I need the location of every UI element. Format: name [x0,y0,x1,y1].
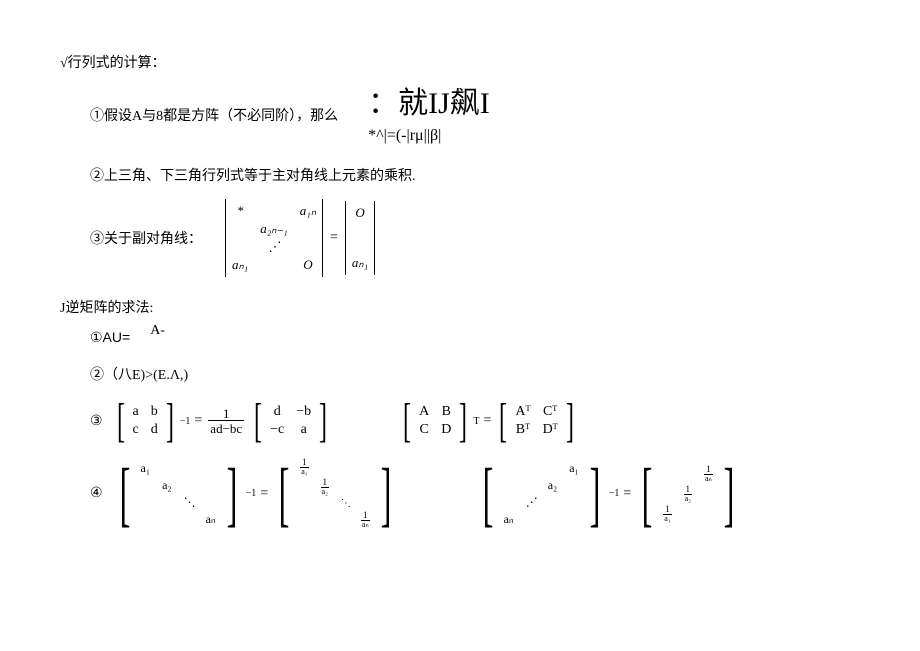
j1-label: ①AU= [90,329,130,346]
j4-diag-right: [ 1a₁ 1a₂ ⋱ 1aₙ ] [272,456,397,531]
heading-determinant: √行列式的计算： [60,52,860,72]
dots-icon: ⋰ [232,239,316,255]
circled-3: ③ [90,413,103,430]
item1-small: *^|=(-|rμ||β| [368,127,490,145]
item3-label: ③关于副对角线： [90,228,202,248]
j3-mat1: [ ab cd ] −1 [113,402,191,440]
j4-anti-right: [ 1aₙ 1a₂ 1a₁ ] [635,463,740,525]
item1-label: ①假设A与8都是方阵（不必同阶），那么 [90,105,338,125]
j1-sup: A- [150,323,165,339]
item2: ②上三角、下三角行列式等于主对角线上元素的乘积. [90,165,860,185]
j4-anti-left: [ a₁ a₂ ⋰ aₙ ] −1 [476,459,620,529]
det-mid: a₂ₙ₋₁ [260,221,288,237]
j3-frac: 1 ad−bc [208,407,244,435]
det-tr: a₁ₙ [300,203,316,219]
j3-block2-right: [ AᵀCᵀ BᵀDᵀ ] [495,402,577,440]
j2: ②（八E)>(E.Λ,) [90,364,860,384]
j4-diag-left: [ a₁ a₂ ⋱ aₙ ] −1 [113,459,257,529]
det-left: * a₁ₙ a₂ₙ₋₁ ⋰ aₙ₁ O [225,199,323,277]
equals-sign: = [330,230,338,246]
circled-4: ④ [90,485,103,502]
j3-block2-left: [ AB CD ] T [399,402,479,440]
det-right: O aₙ₁ [345,201,375,275]
j3-mat2: [ d−b −ca ] [250,402,331,440]
det-r-b: aₙ₁ [352,255,368,271]
det-r-t: O [352,205,368,221]
det-bl: aₙ₁ [232,257,248,273]
item1-big: ：就IJ飙I [368,84,490,123]
det-br: O [300,257,316,273]
det-tl: * [232,203,248,219]
section-j: J逆矩阵的求法: [60,297,860,317]
